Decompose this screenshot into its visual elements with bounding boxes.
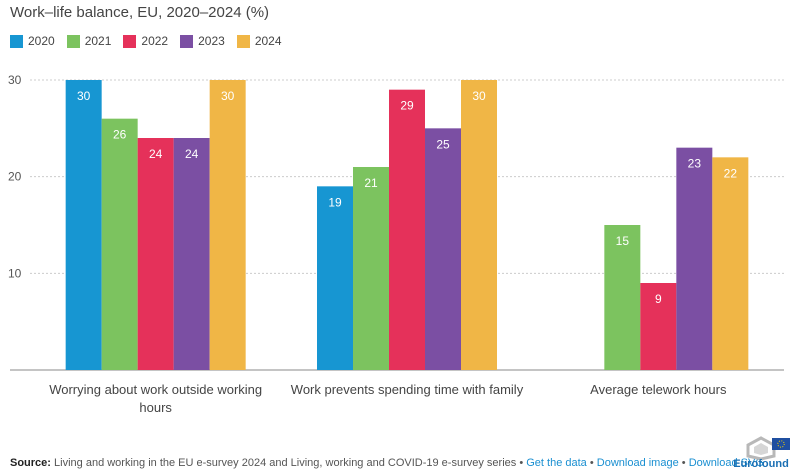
footer: Source: Living and working in the EU e-s… [10,457,764,469]
bar-2021 [101,118,138,371]
legend-item-2024[interactable]: 2024 [236,34,282,48]
bar-2024 [461,80,497,370]
eurofound-logo-icon [746,436,790,461]
bar-2024 [209,80,246,370]
data-label: 24 [149,147,163,161]
bar-2020 [317,186,353,370]
legend-label-2020: 2020 [28,34,55,48]
download-svg-link[interactable]: Download SVG [688,457,764,469]
data-label: 24 [185,147,199,161]
source-label: Source: [10,457,51,469]
bar-2022 [640,283,677,370]
legend: 2020 2021 2022 2023 2024 [10,34,282,48]
bar-2020 [65,80,102,370]
x-tick-label: Work prevents spending time with family [291,382,524,397]
bar-2021 [604,225,641,370]
legend-item-2022[interactable]: 2022 [123,34,168,48]
legend-swatch-2023 [180,34,194,48]
chart-title: Work–life balance, EU, 2020–2024 (%) [10,4,270,21]
data-label: 26 [113,128,127,142]
get-data-link[interactable]: Get the data [526,457,587,469]
legend-swatch-2021 [66,34,80,48]
legend-label-2022: 2022 [141,34,169,48]
data-label: 23 [688,157,702,171]
legend-item-2020[interactable]: 2020 [10,34,55,48]
bar-2022 [137,138,174,370]
data-label: 30 [472,89,486,103]
x-tick-label: Worrying about work outside working [49,382,262,397]
y-tick-label: 30 [8,73,22,87]
data-label: 15 [616,234,630,248]
legend-label-2021: 2021 [84,34,112,48]
bar-2023 [425,128,461,370]
data-label: 21 [364,176,378,190]
y-tick-label: 10 [8,266,22,280]
bar-2022 [389,89,425,371]
data-label: 30 [221,89,235,103]
y-tick-label: 20 [8,170,22,184]
bar-2024 [712,157,749,370]
legend-swatch-2024 [236,34,250,48]
legend-swatch-2020 [10,34,23,48]
data-label: 29 [400,99,414,113]
data-label: 25 [436,137,450,151]
logo-text: Eurofound [733,458,789,470]
source-text: Living and working in the EU e-survey 20… [54,457,524,469]
bar-2023 [173,138,210,370]
data-label: 22 [724,166,738,180]
legend-label-2024: 2024 [254,34,282,48]
separator: • [589,457,594,469]
x-tick-label: Average telework hours [590,382,727,397]
eurofound-logo[interactable]: Eurofound [730,436,792,470]
legend-item-2021[interactable]: 2021 [66,34,112,48]
x-tick-label: hours [139,400,172,415]
legend-item-2023[interactable]: 2023 [180,34,225,48]
download-image-link[interactable]: Download image [596,457,679,469]
data-label: 19 [328,195,342,209]
bar-2021 [353,167,389,370]
legend-swatch-2022 [123,34,137,48]
data-label: 30 [77,89,91,103]
bar-2023 [676,147,713,370]
separator: • [681,457,686,469]
legend-label-2023: 2023 [198,34,225,48]
data-label: 9 [655,292,662,306]
